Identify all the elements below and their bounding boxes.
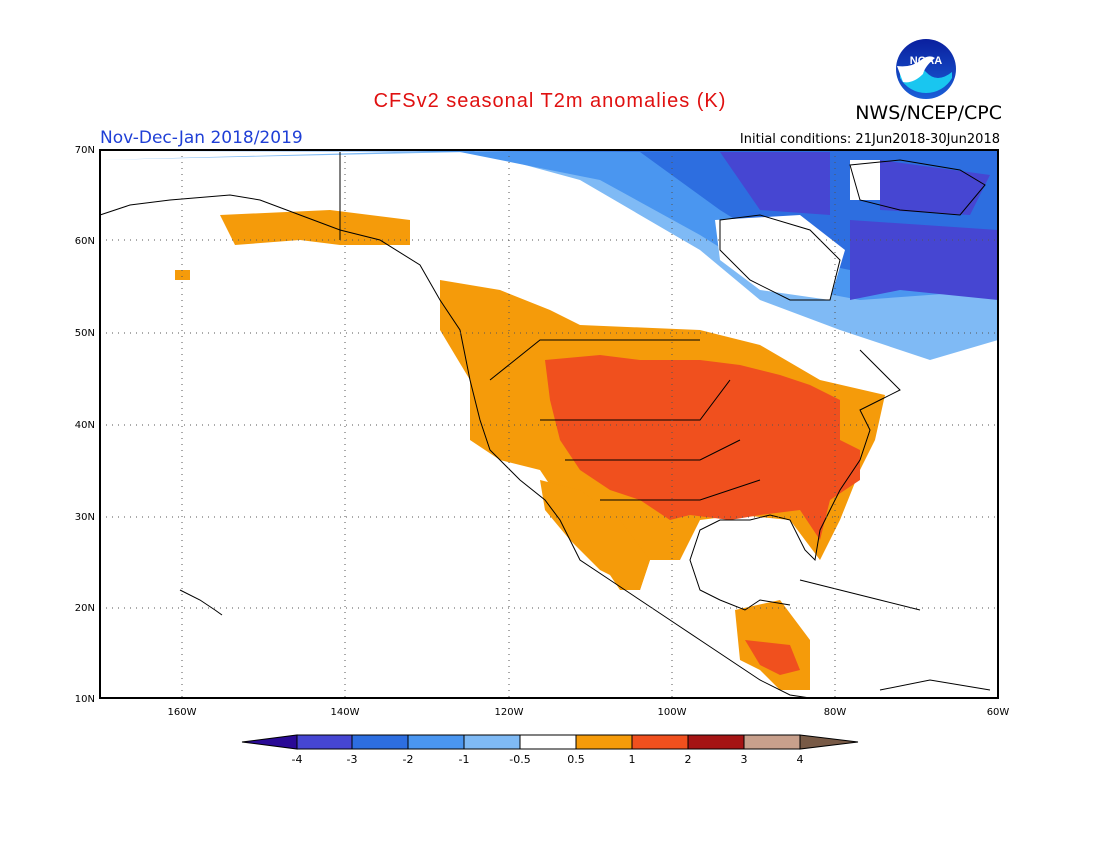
colorbar-cell-4 <box>463 734 521 750</box>
lon-tick-120w: 120W <box>495 707 524 718</box>
lat-axis: 70N 60N 50N 40N 30N 20N 10N <box>75 145 95 705</box>
noaa-logo-text: NOAA <box>910 55 942 67</box>
colorbar-label: 3 <box>741 753 748 766</box>
colorbar-label: 2 <box>685 753 692 766</box>
lon-tick-60w: 60W <box>987 707 1010 718</box>
colorbar-cell-2 <box>351 734 409 750</box>
forecast-period: Nov-Dec-Jan 2018/2019 <box>100 128 303 148</box>
anomaly-fill-orange-hawaii <box>175 270 190 280</box>
gridlines <box>100 150 998 698</box>
colorbar-cell-3 <box>407 734 465 750</box>
colorbar <box>241 734 859 750</box>
colorbar-cell-1 <box>296 734 353 750</box>
map-frame <box>99 149 999 699</box>
anomaly-fill-blue-3c <box>880 160 990 215</box>
lon-tick-140w: 140W <box>331 707 360 718</box>
anomaly-fill-white-hudson <box>715 215 845 300</box>
colorbar-label: -4 <box>292 753 303 766</box>
initial-conditions: Initial conditions: 21Jun2018-30Jun2018 <box>739 132 1000 147</box>
lat-tick-10: 10N <box>75 694 95 705</box>
lon-tick-160w: 160W <box>168 707 197 718</box>
lat-tick-70: 70N <box>75 145 95 156</box>
colorbar-label: -1 <box>459 753 470 766</box>
anomaly-fill-blue-3 <box>720 152 830 215</box>
lon-tick-100w: 100W <box>658 707 687 718</box>
map-title: CFSv2 seasonal T2m anomalies (K) <box>373 90 727 112</box>
anomaly-fill-red-conus <box>545 355 860 540</box>
colorbar-label: -3 <box>347 753 358 766</box>
colorbar-cell-0 <box>241 734 298 750</box>
lon-axis: 160W 140W 120W 100W 80W 60W <box>168 707 1010 718</box>
anomaly-fill-orange-alaska <box>220 210 410 245</box>
colorbar-label: 0.5 <box>567 753 585 766</box>
colorbar-label: -2 <box>403 753 414 766</box>
colorbar-cell-9 <box>743 734 801 750</box>
colorbar-label: 4 <box>797 753 804 766</box>
colorbar-labels: -4 -3 -2 -1 -0.5 0.5 1 2 3 4 <box>292 753 804 766</box>
lat-tick-40: 40N <box>75 420 95 431</box>
lat-tick-30: 30N <box>75 512 95 523</box>
lon-tick-80w: 80W <box>824 707 847 718</box>
colorbar-cell-8 <box>687 734 745 750</box>
noaa-logo: NOAA <box>896 39 956 99</box>
anomaly-fill-blue-3b <box>850 220 998 300</box>
colorbar-cell-7 <box>631 734 689 750</box>
anomaly-fill-red-central-america <box>745 640 800 675</box>
agency-label: NWS/NCEP/CPC <box>855 102 1002 124</box>
coastlines <box>99 152 991 699</box>
anomaly-fill-orange-mexico <box>540 480 650 590</box>
colorbar-label: -0.5 <box>509 753 530 766</box>
colorbar-cell-10 <box>799 734 859 750</box>
colorbar-cell-5 <box>519 734 577 750</box>
colorbar-label: 1 <box>629 753 636 766</box>
anomaly-fills <box>100 150 998 690</box>
lat-tick-60: 60N <box>75 236 95 247</box>
lat-tick-20: 20N <box>75 603 95 614</box>
lat-tick-50: 50N <box>75 328 95 339</box>
colorbar-cell-6 <box>575 734 633 750</box>
